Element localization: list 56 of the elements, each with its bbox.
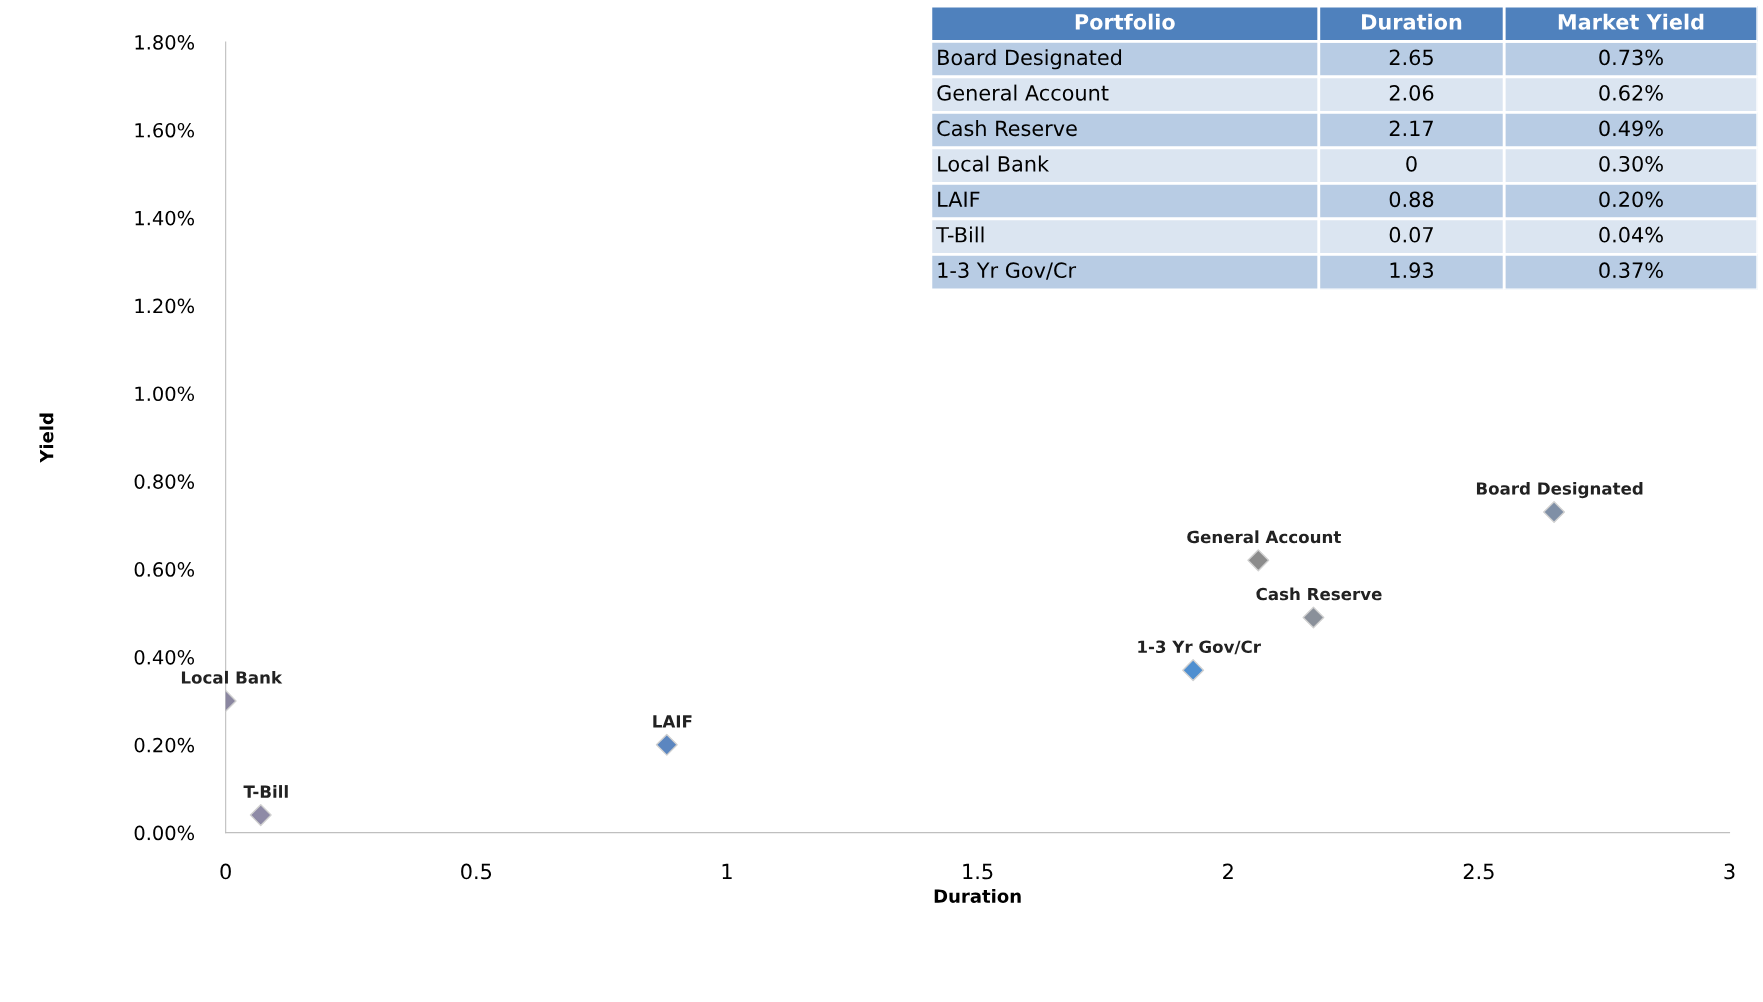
x-tick-label: 0.5 [461, 863, 492, 880]
point [1543, 501, 1566, 524]
category-label: T-Bill [936, 226, 984, 243]
x-tick-label: 1 [722, 863, 732, 880]
category-label: 1-3 Yr Gov/Cr [938, 262, 1077, 280]
y-tick-label: 0.00% [134, 825, 195, 841]
data-label: 2.06 [1389, 84, 1434, 101]
y-tick-label: 1.20% [135, 298, 195, 314]
x-axis-title: Duration [934, 888, 1021, 903]
text: Portfolio [1075, 13, 1175, 30]
y-tick-label: 0.60% [134, 562, 195, 577]
x-tick-label: 1.5 [963, 863, 993, 880]
category-label: General Account [937, 84, 1109, 101]
y-tick-label: 1.40% [135, 210, 195, 226]
y-tick-label: 1.60% [135, 122, 195, 138]
series-label: 1-3 Yr Gov/Cr [1138, 640, 1261, 655]
data-label: 2.17 [1389, 120, 1433, 136]
category-label: Board Designated [938, 49, 1122, 70]
y-tick-label: 0.40% [134, 649, 195, 665]
data-label: 0 [1406, 155, 1417, 172]
point [1302, 606, 1325, 629]
data-label: 0.30% [1599, 155, 1663, 172]
x-tick-label: 2.5 [1463, 863, 1494, 880]
data-label: 1.93 [1390, 262, 1433, 279]
category-label: Cash Reserve [937, 120, 1077, 137]
data-label: 0.04% [1599, 226, 1663, 243]
data-label: 0.49% [1599, 120, 1663, 137]
series-label: General Account [1187, 530, 1341, 544]
data-label: 0.07 [1389, 226, 1433, 243]
category-label: Local Bank [938, 155, 1050, 172]
point [1182, 659, 1205, 682]
x-tick-label: 3 [1724, 863, 1735, 880]
y-tick-label: 1.80% [135, 35, 195, 50]
data-label: 0.20% [1599, 191, 1663, 208]
point [1247, 549, 1270, 572]
data-label: 0.37% [1599, 262, 1663, 279]
series-label: T-Bill [243, 785, 288, 798]
x-tick-label: 2 [1223, 863, 1233, 880]
category-label: LAIF [938, 191, 980, 207]
series-label: Local Bank [181, 670, 283, 684]
x-tick-label: 0 [220, 863, 231, 880]
point [655, 733, 678, 756]
y-tick-label: 0.80% [134, 474, 195, 489]
series-label: Cash Reserve [1256, 587, 1382, 601]
y-axis-title: Yield [39, 413, 54, 463]
series-label: Board Designated [1476, 481, 1643, 499]
data-label: 0.88 [1389, 191, 1434, 208]
series-label: Market Yield [1558, 13, 1704, 30]
y-tick-label: 0.20% [134, 737, 195, 753]
point [249, 804, 272, 827]
data-label: 0.62% [1599, 84, 1663, 101]
data-label: 2.65 [1389, 49, 1433, 66]
data-label: 0.73% [1599, 49, 1663, 66]
series-label: Duration [1362, 13, 1462, 30]
y-tick-label: 1.00% [135, 386, 195, 402]
series-label: LAIF [653, 715, 692, 728]
